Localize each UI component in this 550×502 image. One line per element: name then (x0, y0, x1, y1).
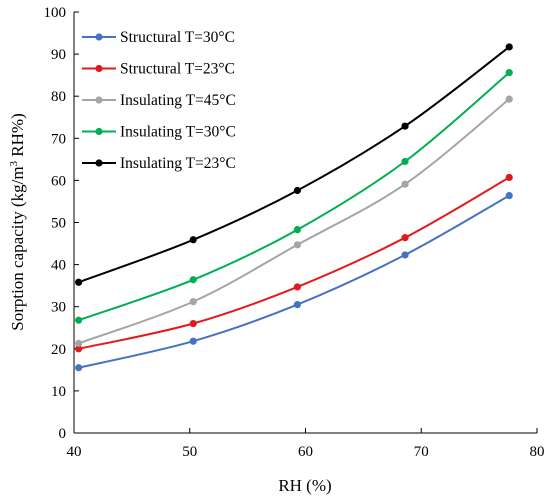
legend-label: Insulating T=30°C (120, 124, 236, 141)
series-line (78, 71, 510, 322)
y-axis-title: Sorption capacity (kg/m3 RH%) (8, 113, 27, 331)
legend-item: Insulating T=45°C (82, 92, 236, 109)
series-4 (75, 69, 513, 324)
y-tick-label: 100 (44, 5, 67, 21)
x-tick-label: 70 (414, 444, 429, 460)
data-point (401, 251, 409, 259)
series-layer (75, 43, 513, 372)
y-tick-label: 70 (51, 131, 66, 147)
y-tick-label: 40 (51, 258, 66, 274)
data-point (505, 191, 513, 200)
data-point (293, 241, 301, 249)
data-point (505, 69, 513, 77)
legend-marker (95, 96, 103, 104)
data-point (75, 339, 83, 347)
data-point (401, 122, 409, 130)
series-2 (75, 173, 513, 353)
y-tick-label: 50 (51, 216, 66, 232)
series-line (78, 176, 510, 350)
legend-marker (95, 33, 103, 41)
data-point (293, 186, 301, 195)
data-point (505, 95, 513, 103)
y-axis-title-tail: RH%) (8, 113, 27, 161)
x-tick-label: 80 (530, 444, 545, 460)
data-point (189, 337, 197, 345)
legend-marker (95, 159, 103, 167)
legend-item: Insulating T=23°C (82, 155, 236, 172)
legend-item: Structural T=23°C (82, 61, 235, 78)
data-point (75, 345, 83, 353)
data-point (75, 278, 83, 286)
y-axis-ticks: 0 10 20 30 40 50 60 70 80 90 100 (44, 5, 79, 442)
x-axis-ticks: 40 50 60 70 80 (67, 428, 545, 460)
legend: Structural T=30°C Structural T=23°C Insula… (82, 29, 236, 172)
data-point (401, 180, 409, 188)
y-tick-label: 80 (51, 89, 66, 105)
legend-marker (95, 64, 103, 73)
data-point (189, 276, 197, 284)
data-point (189, 298, 197, 306)
y-tick-label: 90 (51, 47, 66, 63)
series-5 (75, 43, 513, 286)
legend-item: Structural T=30°C (82, 29, 235, 46)
data-point (293, 226, 301, 234)
series-1 (75, 191, 513, 372)
legend-label: Structural T=30°C (120, 29, 235, 46)
legend-label: Insulating T=23°C (120, 155, 236, 172)
data-point (293, 283, 301, 291)
x-tick-label: 40 (67, 444, 82, 460)
x-tick-label: 50 (182, 444, 197, 460)
y-axis-title-main: Sorption capacity (kg/m (8, 166, 27, 330)
legend-item: Insulating T=30°C (82, 124, 236, 141)
legend-label: Structural T=23°C (120, 61, 235, 78)
data-point (505, 173, 513, 182)
legend-marker (95, 127, 103, 136)
x-tick-label: 60 (298, 444, 313, 460)
y-tick-label: 10 (51, 384, 66, 400)
data-point (189, 319, 197, 328)
y-tick-label: 60 (51, 173, 66, 189)
y-tick-label: 20 (51, 342, 66, 358)
y-axis-title-superscript: 3 (8, 160, 20, 166)
y-tick-label: 0 (59, 426, 67, 442)
data-point (75, 364, 83, 372)
data-point (189, 236, 197, 244)
data-point (293, 300, 301, 309)
data-point (505, 43, 513, 51)
data-point (401, 157, 409, 166)
data-point (75, 316, 83, 324)
data-point (401, 234, 409, 242)
series-3 (75, 95, 513, 347)
y-tick-label: 30 (51, 300, 66, 316)
series-line (78, 194, 510, 369)
legend-label: Insulating T=45°C (120, 92, 236, 109)
x-axis-title: RH (%) (278, 476, 331, 495)
